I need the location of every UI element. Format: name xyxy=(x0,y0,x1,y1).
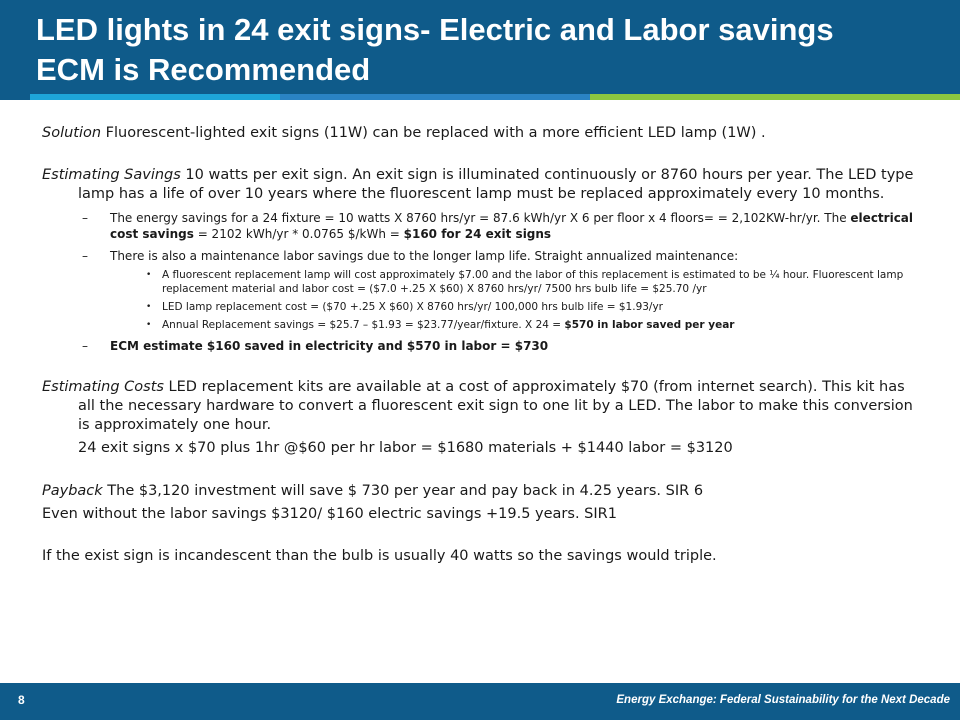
energy-bold-label: electrical cost savings xyxy=(110,211,914,241)
energy-text: The energy savings for a 24 fixture = 10… xyxy=(110,211,851,225)
title-bar: LED lights in 24 exit signs- Electric an… xyxy=(0,0,960,94)
ecm-estimate-item: ECM estimate $160 saved in electricity a… xyxy=(82,338,922,354)
energy-bold-value: $160 for 24 exit signs xyxy=(403,227,552,241)
footer-bar: 8 Energy Exchange: Federal Sustainabilit… xyxy=(0,683,960,720)
costs-paragraph: Estimating Costs LED replacement kits ar… xyxy=(42,378,922,435)
savings-text: 10 watts per exit sign. An exit sign is … xyxy=(78,167,914,202)
accent-stripe-dark xyxy=(0,94,30,100)
bullet-3-text: Annual Replacement savings = $25.7 – $1.… xyxy=(162,319,565,331)
savings-lead: Estimating Savings xyxy=(42,167,181,183)
led-cost-bullet: LED lamp replacement cost = ($70 +.25 X … xyxy=(146,300,922,314)
energy-text-2: = 2102 kWh/yr * 0.0765 $/kWh = xyxy=(193,227,404,241)
payback-text: The $3,120 investment will save $ 730 pe… xyxy=(102,483,704,499)
costs-calculation: 24 exit signs x $70 plus 1hr @$60 per hr… xyxy=(78,440,733,456)
payback-line-2: Even without the labor savings $3120/ $1… xyxy=(42,506,617,522)
incandescent-note: If the exist sign is incandescent than t… xyxy=(42,548,717,564)
page-number: 8 xyxy=(18,693,25,707)
ecm-estimate-text: ECM estimate $160 saved in electricity a… xyxy=(110,339,549,353)
slide-title: LED lights in 24 exit signs- Electric an… xyxy=(36,12,834,87)
payback-paragraph: Payback The $3,120 investment will save … xyxy=(42,482,922,501)
accent-stripe-blue xyxy=(280,94,590,100)
bullet-2-text: LED lamp replacement cost = ($70 +.25 X … xyxy=(162,301,664,313)
accent-stripe-green xyxy=(590,94,960,100)
savings-paragraph: Estimating Savings 10 watts per exit sig… xyxy=(42,166,922,204)
energy-savings-item: The energy savings for a 24 fixture = 10… xyxy=(82,210,922,242)
accent-stripe-cyan xyxy=(30,94,280,100)
solution-paragraph: Solution Fluorescent-lighted exit signs … xyxy=(42,124,922,143)
solution-lead: Solution xyxy=(42,125,102,141)
solution-text: Fluorescent-lighted exit signs (11W) can… xyxy=(101,125,766,141)
costs-lead: Estimating Costs xyxy=(42,379,164,395)
bullet-3-bold: $570 in labor saved per year xyxy=(564,319,735,331)
bullet-1-text: A fluorescent replacement lamp will cost… xyxy=(162,269,904,295)
fluorescent-cost-bullet: A fluorescent replacement lamp will cost… xyxy=(146,268,922,296)
costs-text: LED replacement kits are available at a … xyxy=(78,379,913,433)
annual-savings-bullet: Annual Replacement savings = $25.7 – $1.… xyxy=(146,318,922,332)
maintenance-text: There is also a maintenance labor saving… xyxy=(110,249,739,263)
payback-lead: Payback xyxy=(42,483,103,499)
slide-body: Solution Fluorescent-lighted exit signs … xyxy=(42,124,922,589)
footer-text: Energy Exchange: Federal Sustainability … xyxy=(616,694,950,706)
maintenance-item: There is also a maintenance labor saving… xyxy=(82,248,922,264)
